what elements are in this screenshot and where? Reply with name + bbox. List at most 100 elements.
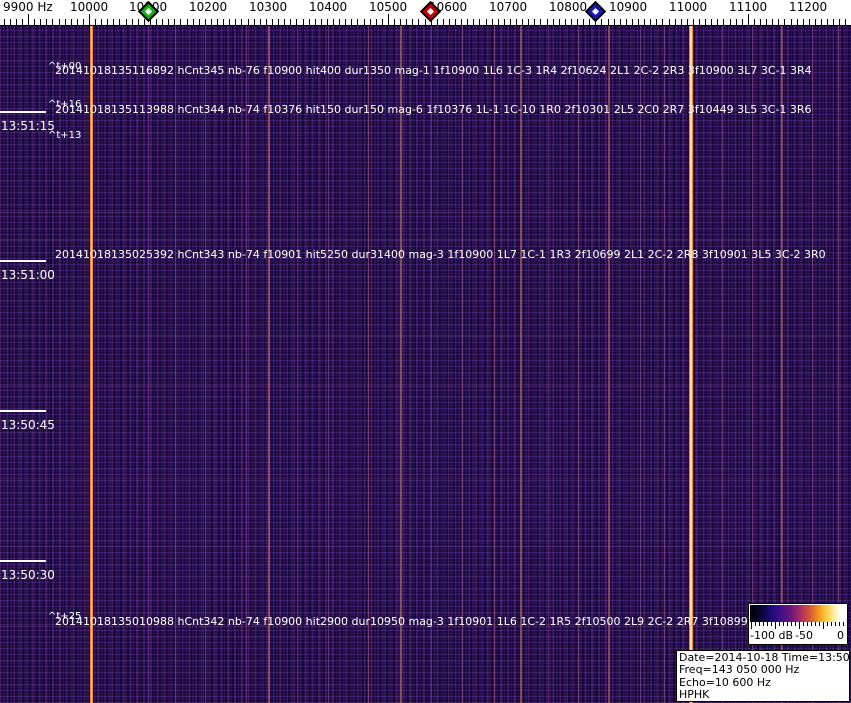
carrier-line	[664, 26, 665, 703]
colorbar-minor-tick	[795, 622, 796, 626]
carrier-line	[752, 26, 753, 703]
freq-minor-tick	[760, 19, 761, 25]
freq-minor-tick	[559, 19, 560, 25]
freq-minor-tick	[736, 19, 737, 25]
freq-minor-tick	[711, 19, 712, 25]
freq-minor-tick	[248, 19, 249, 25]
freq-minor-tick	[473, 19, 474, 25]
freq-minor-tick	[693, 19, 694, 25]
freq-minor-tick	[650, 19, 651, 25]
freq-minor-tick	[601, 19, 602, 25]
carrier-line	[548, 26, 549, 703]
freq-minor-tick	[608, 19, 609, 25]
freq-minor-tick	[492, 19, 493, 25]
freq-minor-tick	[144, 19, 145, 25]
freq-minor-tick	[534, 19, 535, 25]
freq-minor-tick	[382, 19, 383, 25]
head-echo-text: 20141018135010988 hCnt342 nb-74 f10900 h…	[55, 615, 826, 628]
freq-minor-tick	[626, 19, 627, 25]
colorbar-gradient	[750, 605, 846, 622]
signal-streak	[0, 626, 851, 627]
freq-minor-tick	[315, 19, 316, 25]
time-offset-marker: ^t+13	[48, 130, 82, 141]
freq-minor-tick	[290, 19, 291, 25]
freq-tick-label: 11200	[789, 0, 828, 14]
colorbar-minor-tick	[831, 622, 832, 626]
head-echo-text: 20141018135025392 hCnt343 nb-74 f10901 h…	[55, 248, 826, 261]
time-tick	[0, 410, 46, 412]
info-echo: Echo=10 600 Hz	[679, 675, 771, 689]
carrier-line	[205, 26, 206, 703]
carrier-line	[400, 26, 402, 703]
carrier-line	[462, 26, 463, 703]
freq-minor-tick	[217, 19, 218, 25]
carrier-line	[246, 26, 247, 703]
freq-minor-tick	[205, 19, 206, 25]
time-tick-label: 13:50:30	[1, 568, 55, 582]
freq-minor-tick	[406, 19, 407, 25]
freq-minor-tick	[40, 19, 41, 25]
noise-field	[0, 26, 851, 703]
colorbar-minor-tick	[787, 622, 788, 626]
freq-minor-tick	[540, 19, 541, 25]
freq-minor-tick	[71, 19, 72, 25]
freq-minor-tick	[376, 19, 377, 25]
freq-minor-tick	[364, 19, 365, 25]
freq-minor-tick	[845, 19, 846, 25]
freq-minor-tick	[284, 19, 285, 25]
carrier-line	[368, 26, 369, 703]
colorbar-minor-tick	[779, 622, 780, 626]
freq-minor-tick	[827, 19, 828, 25]
freq-minor-tick	[620, 19, 621, 25]
freq-minor-tick	[10, 19, 11, 25]
freq-minor-tick	[662, 19, 663, 25]
freq-minor-tick	[107, 19, 108, 25]
spectrogram-plot[interactable]: 13:51:15 13:51:00 13:50:45 13:50:30 2014101…	[0, 26, 851, 703]
freq-major-tick	[388, 14, 389, 25]
freq-minor-tick	[632, 19, 633, 25]
marker-center	[591, 7, 600, 16]
freq-minor-tick	[504, 19, 505, 25]
freq-minor-tick	[4, 19, 5, 25]
freq-minor-tick	[547, 19, 548, 25]
freq-minor-tick	[583, 19, 584, 25]
freq-minor-tick	[803, 19, 804, 25]
freq-minor-tick	[156, 19, 157, 25]
freq-minor-tick	[126, 19, 127, 25]
colorbar-minor-tick	[835, 622, 836, 626]
freq-tick-label: 10900	[609, 0, 648, 14]
freq-minor-tick	[400, 19, 401, 25]
freq-minor-tick	[162, 19, 163, 25]
freq-minor-tick	[394, 19, 395, 25]
freq-minor-tick	[589, 19, 590, 25]
colorbar-minor-tick	[839, 622, 840, 626]
freq-minor-tick	[199, 19, 200, 25]
colorbar-minor-tick	[767, 622, 768, 626]
freq-minor-tick	[187, 19, 188, 25]
freq-minor-tick	[101, 19, 102, 25]
freq-minor-tick	[83, 19, 84, 25]
carrier-line	[431, 26, 432, 703]
carrier-line	[812, 26, 813, 703]
freq-minor-tick	[113, 19, 114, 25]
freq-minor-tick	[272, 19, 273, 25]
time-tick-label: 13:51:15	[1, 119, 55, 133]
carrier-line	[781, 26, 783, 703]
carrier-line	[722, 26, 723, 703]
freq-minor-tick	[723, 19, 724, 25]
freq-minor-tick	[22, 19, 23, 25]
colorbar-minor-tick	[763, 622, 764, 626]
colorbar-minor-tick	[827, 622, 828, 626]
freq-minor-tick	[577, 19, 578, 25]
freq-minor-tick	[174, 19, 175, 25]
freq-tick-label: 10700	[489, 0, 528, 14]
freq-tick-label: 10200	[189, 0, 228, 14]
freq-minor-tick	[65, 19, 66, 25]
colorbar-minor-tick	[843, 622, 844, 626]
freq-minor-tick	[431, 19, 432, 25]
freq-minor-tick	[266, 19, 267, 25]
carrier-line	[494, 26, 495, 703]
freq-minor-tick	[644, 19, 645, 25]
freq-minor-tick	[791, 19, 792, 25]
freq-minor-tick	[742, 19, 743, 25]
